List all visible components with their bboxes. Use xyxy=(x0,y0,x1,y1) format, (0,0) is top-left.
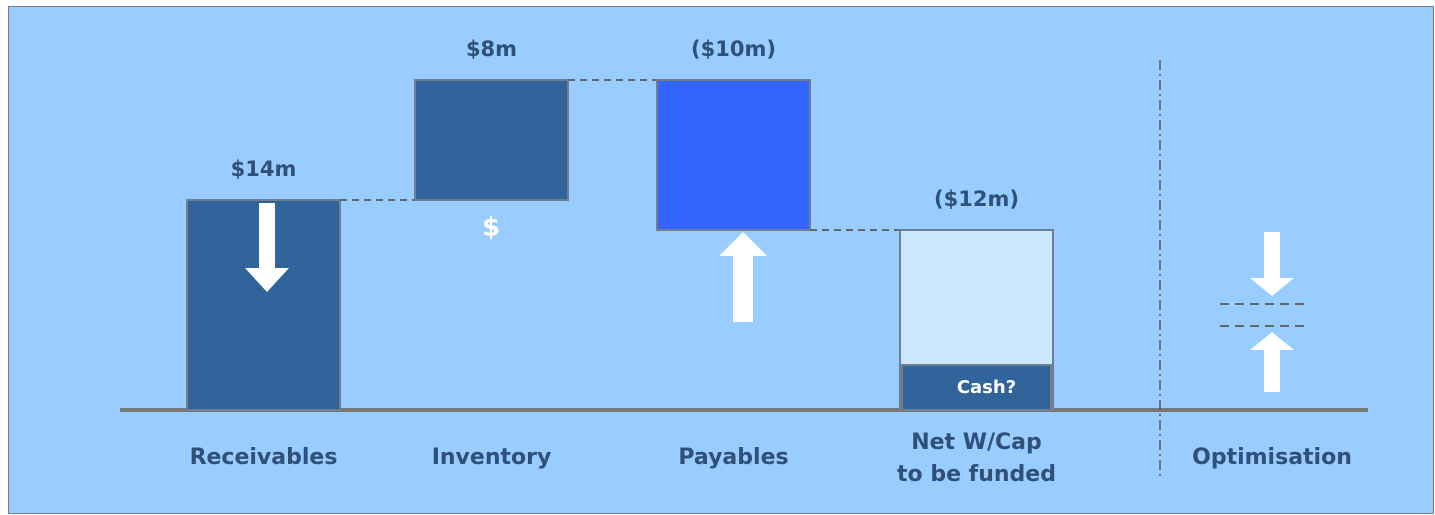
bar xyxy=(414,79,569,201)
arrow-up xyxy=(719,232,767,322)
category-label: Inventory xyxy=(431,445,552,470)
value-label: $8m xyxy=(466,37,517,61)
cash-box xyxy=(901,364,1052,411)
value-label: ($12m) xyxy=(934,187,1019,211)
side-label: Optimisation xyxy=(1192,445,1352,470)
bar xyxy=(656,79,811,231)
arrow-down xyxy=(245,203,289,292)
category-label: Payables xyxy=(678,445,789,470)
arrow-down xyxy=(1250,232,1294,296)
cash-label: Cash? xyxy=(957,377,1016,398)
value-label: $14m xyxy=(231,157,297,181)
value-label: ($10m) xyxy=(691,37,776,61)
arrow-up xyxy=(1250,332,1294,392)
category-label: Net W/Cap to be funded xyxy=(897,430,1056,487)
bar xyxy=(186,199,341,411)
inventory-note: $ xyxy=(482,213,500,243)
category-label: Receivables xyxy=(189,445,338,470)
